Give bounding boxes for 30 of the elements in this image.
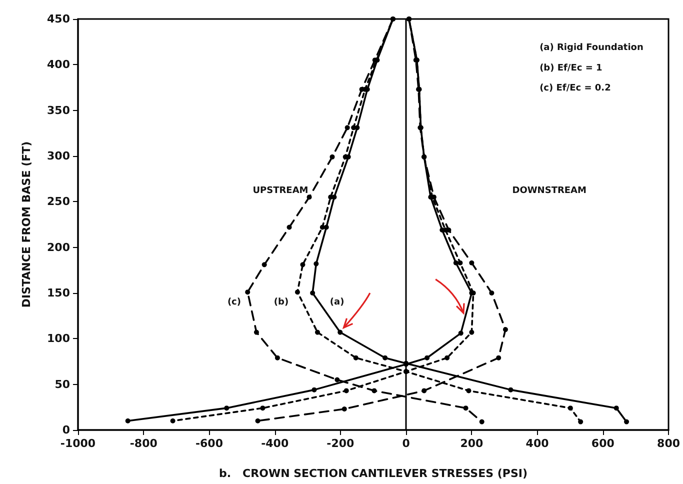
x-axis-title: b. CROWN SECTION CANTILEVER STRESSES (PSI) [219, 467, 528, 480]
x-tick-label: 400 [526, 437, 550, 450]
y-axis-title: DISTANCE FROM BASE (FT) [20, 141, 33, 308]
x-tick-label: 800 [657, 437, 680, 450]
y-tick-label: 150 [47, 286, 70, 300]
x-tick-label: -400 [261, 437, 289, 450]
x-tick-label: 200 [460, 437, 484, 450]
x-tick-label: -800 [130, 437, 158, 450]
x-tick-label: -1000 [60, 437, 96, 450]
x-tick-label: 600 [591, 437, 615, 450]
x-tick-label: 0 [402, 437, 410, 450]
y-tick-label: 200 [47, 240, 70, 254]
annotation: UPSTREAM [252, 186, 308, 196]
annotation: DOWNSTREAM [512, 186, 586, 196]
x-tick-label: -200 [326, 437, 355, 450]
annotation: (a) [330, 298, 344, 308]
y-tick-label: 300 [47, 150, 70, 162]
annotation: (b) [274, 298, 289, 308]
annotation: (c) [227, 298, 241, 308]
x-tick-label: -600 [195, 437, 224, 450]
y-tick-label: 450 [47, 12, 70, 26]
y-tick-label: 100 [47, 332, 70, 346]
annotation: (b) Ef/Ec = 1 [540, 63, 602, 74]
y-tick-label: 350 [47, 104, 70, 117]
y-tick-label: 250 [47, 195, 70, 208]
annotation: (a) Rigid Foundation [540, 43, 644, 54]
y-tick-label: 0 [62, 424, 70, 436]
y-tick-label: 400 [47, 58, 70, 72]
annotation: (c) Ef/Ec = 0.2 [540, 84, 611, 94]
y-tick-label: 50 [54, 378, 70, 391]
